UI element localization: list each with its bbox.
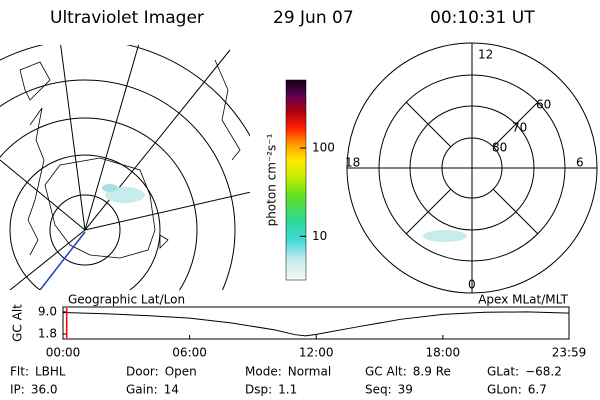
mlt-label: 12 <box>478 48 493 62</box>
colorbar <box>285 79 307 281</box>
time: 00:10:31 UT <box>430 8 535 28</box>
field-label: Flt: <box>10 365 29 379</box>
panel-label: Geographic Lat/Lon <box>68 293 185 307</box>
y-label: GC Alt <box>11 304 25 342</box>
x-tick-label: 18:00 <box>426 346 461 360</box>
mlt-label: 18 <box>345 156 360 170</box>
field-label: Dsp: <box>245 383 272 397</box>
aurora <box>423 230 467 242</box>
x-tick-label: 12:00 <box>299 346 334 360</box>
field-label: GLon: <box>487 383 522 397</box>
title: Ultraviolet Imager <box>50 8 204 28</box>
field-value: 8.9 Re <box>413 365 451 379</box>
x-tick-label: 06:00 <box>172 346 207 360</box>
field-value: Open <box>165 365 197 379</box>
field-value: 36.0 <box>31 383 58 397</box>
x-tick-label: 23:59 <box>552 346 587 360</box>
field-label: Door: <box>126 365 159 379</box>
y-tick-label: 9.0 <box>38 304 57 318</box>
y-tick-label: 1.8 <box>38 327 57 341</box>
field-value: 6.7 <box>528 383 547 397</box>
mlt-label: 6 <box>576 156 584 170</box>
colorbar-tick-label: 100 <box>312 141 335 155</box>
field-value: LBHL <box>35 365 66 379</box>
geo-map <box>0 45 250 290</box>
mlat-label: 80 <box>492 141 507 155</box>
field-value: 14 <box>164 383 179 397</box>
field-value: 39 <box>398 383 413 397</box>
mag-grid <box>346 42 598 294</box>
colorbar-label: photon cm⁻²s⁻¹ <box>265 133 279 226</box>
x-tick-label: 00:00 <box>46 346 81 360</box>
field-label: Gain: <box>126 383 158 397</box>
field-label: Seq: <box>365 383 392 397</box>
field-label: IP: <box>10 383 25 397</box>
field-label: Mode: <box>245 365 282 379</box>
altitude-line <box>62 311 570 337</box>
field-label: GLat: <box>487 365 519 379</box>
mlat-label: 60 <box>536 98 551 112</box>
field-value: Normal <box>288 365 331 379</box>
mlt-label: 0 <box>468 278 476 292</box>
mlat-label: 70 <box>512 121 527 135</box>
field-value: 1.1 <box>278 383 297 397</box>
field-label: GC Alt: <box>365 365 407 379</box>
colorbar-tick-label: 10 <box>312 229 327 243</box>
field-value: −68.2 <box>525 365 562 379</box>
date: 29 Jun 07 <box>273 8 354 28</box>
panel-label: Apex MLat/MLT <box>478 293 568 307</box>
